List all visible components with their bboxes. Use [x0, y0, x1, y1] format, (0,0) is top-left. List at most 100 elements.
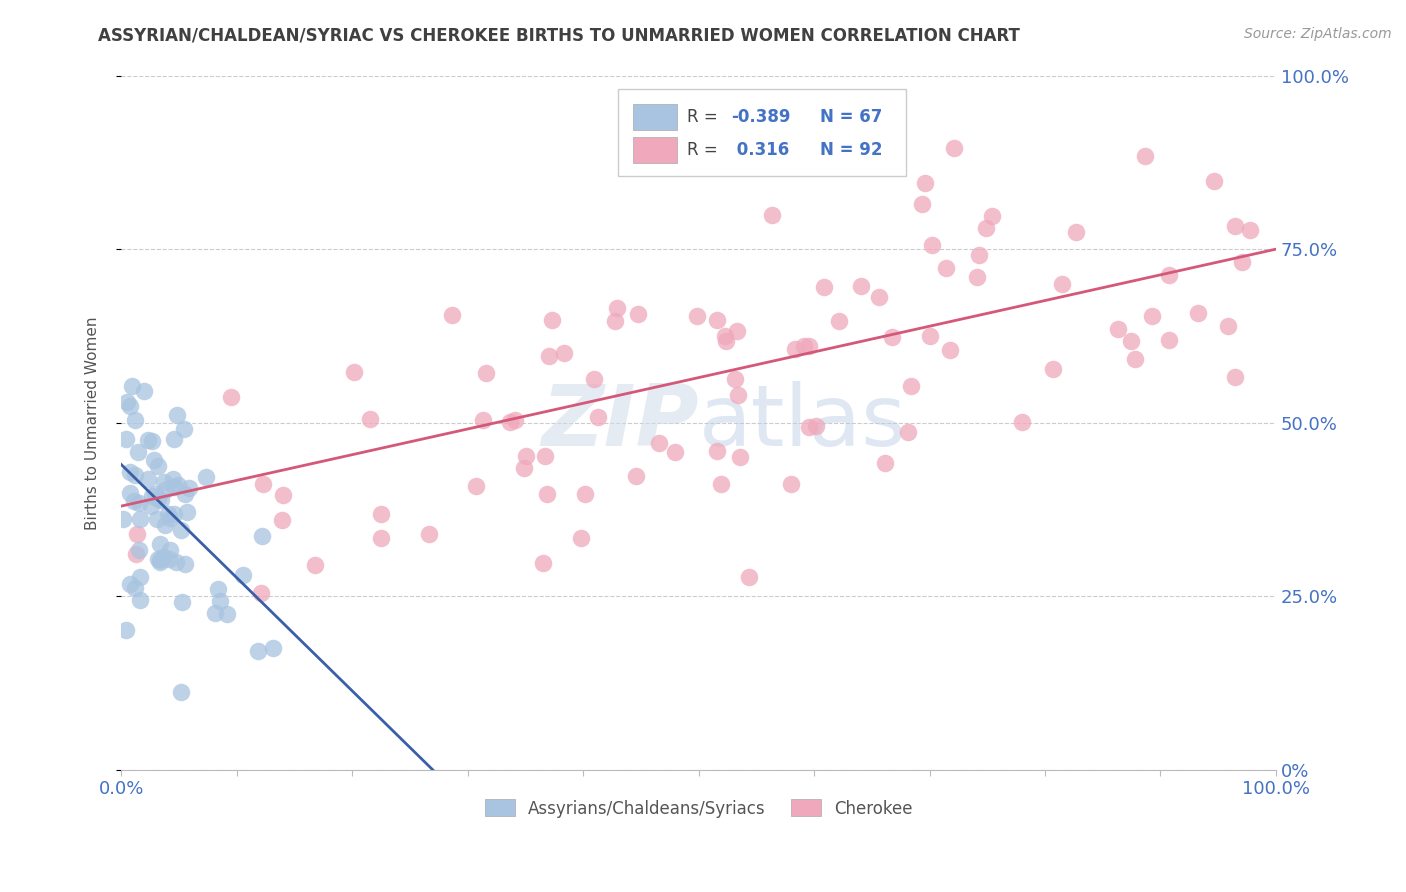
Point: [159, 542, 181, 557]
Point: [515, 449, 537, 463]
Point: [785, 342, 807, 356]
Point: [136, 433, 159, 447]
Point: [136, 472, 159, 486]
Point: [250, 586, 273, 600]
Point: [553, 346, 575, 360]
Point: [170, 595, 193, 609]
Point: [124, 493, 146, 508]
Point: [124, 467, 146, 482]
Point: [1239, 223, 1261, 237]
Point: [262, 641, 284, 656]
Point: [132, 384, 155, 398]
Point: [725, 324, 748, 338]
Y-axis label: Births to Unmarried Women: Births to Unmarried Women: [86, 316, 100, 530]
Point: [1159, 268, 1181, 282]
Point: [359, 411, 381, 425]
Point: [1223, 369, 1246, 384]
Point: [153, 475, 176, 490]
Point: [115, 623, 138, 637]
Point: [873, 457, 896, 471]
Text: ASSYRIAN/CHALDEAN/SYRIAC VS CHEROKEE BIRTHS TO UNMARRIED WOMEN CORRELATION CHART: ASSYRIAN/CHALDEAN/SYRIAC VS CHEROKEE BIR…: [98, 27, 1021, 45]
Point: [727, 388, 749, 402]
Bar: [633, 136, 676, 163]
Point: [157, 552, 180, 566]
Point: [174, 558, 197, 572]
Point: [111, 511, 134, 525]
Text: Source: ZipAtlas.com: Source: ZipAtlas.com: [1244, 27, 1392, 41]
Text: R =: R =: [688, 108, 723, 126]
Point: [149, 492, 172, 507]
Point: [165, 555, 187, 569]
Point: [440, 308, 463, 322]
Point: [173, 422, 195, 436]
Point: [145, 512, 167, 526]
Point: [534, 449, 557, 463]
Point: [541, 313, 564, 327]
Point: [118, 465, 141, 479]
Point: [143, 487, 166, 501]
Point: [115, 394, 138, 409]
Point: [271, 488, 294, 502]
Point: [148, 492, 170, 507]
Point: [163, 480, 186, 494]
Point: [219, 390, 242, 404]
Point: [204, 606, 226, 620]
Point: [503, 413, 526, 427]
Point: [142, 452, 165, 467]
Point: [569, 531, 592, 545]
Point: [1050, 277, 1073, 292]
Point: [127, 527, 149, 541]
Point: [141, 489, 163, 503]
Point: [974, 220, 997, 235]
Point: [120, 577, 142, 591]
Point: [174, 487, 197, 501]
Text: -0.389: -0.389: [731, 108, 790, 126]
Point: [664, 445, 686, 459]
Point: [246, 644, 269, 658]
Point: [252, 476, 274, 491]
Point: [149, 556, 172, 570]
Point: [170, 684, 193, 698]
Point: [531, 556, 554, 570]
Point: [128, 496, 150, 510]
Point: [125, 547, 148, 561]
Point: [149, 553, 172, 567]
Point: [583, 372, 606, 386]
Point: [153, 483, 176, 497]
Text: ZIP: ZIP: [541, 381, 699, 464]
Point: [897, 425, 920, 440]
Point: [129, 570, 152, 584]
Point: [911, 197, 934, 211]
Point: [118, 486, 141, 500]
Point: [606, 301, 628, 316]
Point: [1011, 415, 1033, 429]
Point: [177, 481, 200, 495]
Point: [1159, 333, 1181, 347]
Point: [124, 413, 146, 427]
Point: [121, 379, 143, 393]
Point: [939, 343, 962, 357]
Point: [1187, 306, 1209, 320]
Point: [146, 551, 169, 566]
Point: [513, 461, 536, 475]
Point: [176, 504, 198, 518]
Point: [141, 434, 163, 448]
Text: R =: R =: [688, 141, 723, 159]
Point: [813, 279, 835, 293]
Point: [779, 477, 801, 491]
Point: [943, 141, 966, 155]
Point: [157, 508, 180, 522]
Point: [1232, 255, 1254, 269]
Point: [706, 444, 728, 458]
Point: [714, 334, 737, 349]
Point: [127, 444, 149, 458]
Point: [538, 349, 561, 363]
Point: [686, 309, 709, 323]
Point: [152, 550, 174, 565]
Point: [129, 512, 152, 526]
Point: [574, 487, 596, 501]
Point: [710, 476, 733, 491]
Point: [498, 415, 520, 429]
Point: [799, 339, 821, 353]
Point: [799, 420, 821, 434]
